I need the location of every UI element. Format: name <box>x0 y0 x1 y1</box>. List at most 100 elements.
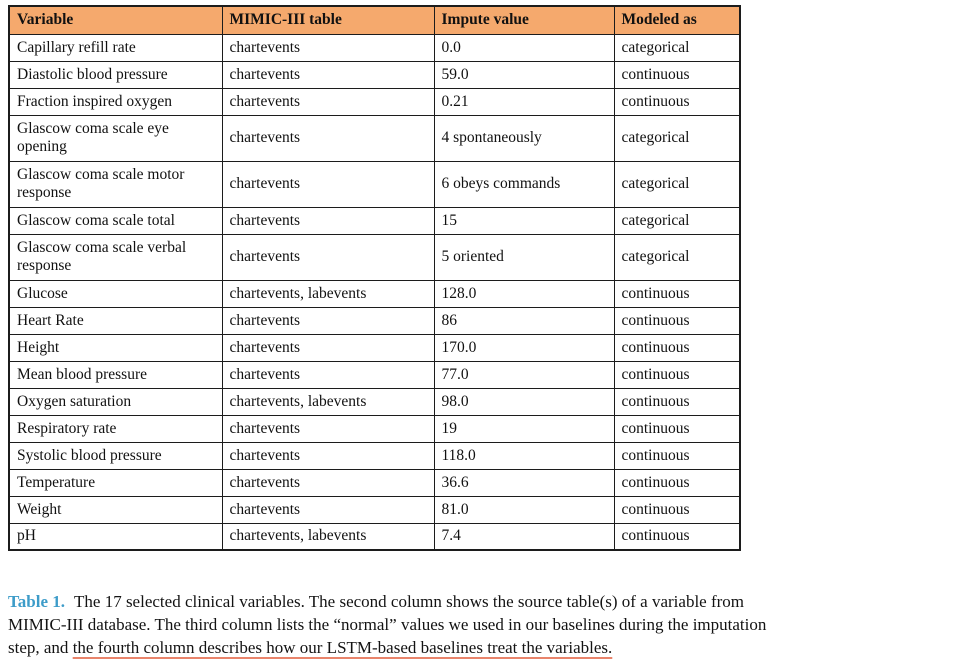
cell-source: chartevents <box>221 333 435 362</box>
caption-line-1: Table 1. The 17 selected clinical variabl… <box>8 590 970 613</box>
cell-modeled: continuous <box>613 522 741 551</box>
table-row: Glascow coma scale verbal response chart… <box>8 233 741 281</box>
cell-modeled: categorical <box>613 233 741 281</box>
table-row: Glascow coma scale eye opening charteven… <box>8 114 741 162</box>
table-row: Glucose chartevents, labevents 128.0 con… <box>8 279 741 308</box>
cell-modeled: continuous <box>613 387 741 416</box>
cell-variable: Weight <box>8 495 223 524</box>
cell-impute: 4 spontaneously <box>433 114 615 162</box>
table-row: Heart Rate chartevents 86 continuous <box>8 306 741 335</box>
cell-impute: 36.6 <box>433 468 615 497</box>
cell-variable: Glascow coma scale motor response <box>8 160 223 208</box>
cell-source: chartevents <box>221 441 435 470</box>
cell-variable: Capillary refill rate <box>8 33 223 62</box>
caption-text-line3-prefix: step, and <box>8 638 73 657</box>
cell-source: chartevents <box>221 495 435 524</box>
cell-impute: 0.0 <box>433 33 615 62</box>
cell-variable: Heart Rate <box>8 306 223 335</box>
table-row: Diastolic blood pressure chartevents 59.… <box>8 60 741 89</box>
cell-source: chartevents, labevents <box>221 387 435 416</box>
cell-modeled: categorical <box>613 160 741 208</box>
table-row: Systolic blood pressure chartevents 118.… <box>8 441 741 470</box>
table-header-row: Variable MIMIC-III table Impute value Mo… <box>8 5 741 35</box>
caption-label: Table 1. <box>8 592 66 611</box>
cell-source: chartevents <box>221 306 435 335</box>
cell-variable: Glascow coma scale total <box>8 206 223 235</box>
cell-modeled: continuous <box>613 333 741 362</box>
table-row: Oxygen saturation chartevents, labevents… <box>8 387 741 416</box>
table-row: Glascow coma scale motor response charte… <box>8 160 741 208</box>
cell-impute: 5 oriented <box>433 233 615 281</box>
cell-modeled: categorical <box>613 33 741 62</box>
cell-impute: 6 obeys commands <box>433 160 615 208</box>
cell-modeled: continuous <box>613 87 741 116</box>
cell-modeled: categorical <box>613 114 741 162</box>
table-row: Fraction inspired oxygen chartevents 0.2… <box>8 87 741 116</box>
cell-modeled: continuous <box>613 279 741 308</box>
cell-modeled: continuous <box>613 495 741 524</box>
cell-source: chartevents <box>221 87 435 116</box>
cell-variable: Glucose <box>8 279 223 308</box>
cell-source: chartevents, labevents <box>221 522 435 551</box>
table-row: Mean blood pressure chartevents 77.0 con… <box>8 360 741 389</box>
cell-variable: Temperature <box>8 468 223 497</box>
cell-source: chartevents, labevents <box>221 279 435 308</box>
cell-variable: Respiratory rate <box>8 414 223 443</box>
table-caption: Table 1. The 17 selected clinical variabl… <box>8 590 970 659</box>
cell-source: chartevents <box>221 360 435 389</box>
caption-line-3: step, and the fourth column describes ho… <box>8 636 970 659</box>
cell-impute: 19 <box>433 414 615 443</box>
cell-variable: Systolic blood pressure <box>8 441 223 470</box>
cell-impute: 0.21 <box>433 87 615 116</box>
caption-text-line1: The 17 selected clinical variables. The … <box>74 592 745 611</box>
cell-source: chartevents <box>221 33 435 62</box>
cell-impute: 59.0 <box>433 60 615 89</box>
column-header-modeled-as: Modeled as <box>613 5 741 35</box>
cell-impute: 86 <box>433 306 615 335</box>
cell-source: chartevents <box>221 233 435 281</box>
table-row: pH chartevents, labevents 7.4 continuous <box>8 522 741 551</box>
column-header-mimic-table: MIMIC-III table <box>221 5 435 35</box>
cell-impute: 7.4 <box>433 522 615 551</box>
column-header-impute-value: Impute value <box>433 5 615 35</box>
cell-variable: Diastolic blood pressure <box>8 60 223 89</box>
cell-impute: 118.0 <box>433 441 615 470</box>
clinical-variables-table: Variable MIMIC-III table Impute value Mo… <box>8 5 741 551</box>
cell-modeled: continuous <box>613 306 741 335</box>
cell-impute: 15 <box>433 206 615 235</box>
cell-modeled: categorical <box>613 206 741 235</box>
table-row: Capillary refill rate chartevents 0.0 ca… <box>8 33 741 62</box>
cell-variable: Height <box>8 333 223 362</box>
cell-impute: 128.0 <box>433 279 615 308</box>
cell-variable: Glascow coma scale verbal response <box>8 233 223 281</box>
cell-modeled: continuous <box>613 414 741 443</box>
cell-variable: Fraction inspired oxygen <box>8 87 223 116</box>
cell-variable: Oxygen saturation <box>8 387 223 416</box>
table-row: Temperature chartevents 36.6 continuous <box>8 468 741 497</box>
column-header-variable: Variable <box>8 5 223 35</box>
cell-modeled: continuous <box>613 468 741 497</box>
cell-source: chartevents <box>221 160 435 208</box>
cell-impute: 170.0 <box>433 333 615 362</box>
table-row: Glascow coma scale total chartevents 15 … <box>8 206 741 235</box>
cell-modeled: continuous <box>613 60 741 89</box>
cell-variable: Glascow coma scale eye opening <box>8 114 223 162</box>
table-row: Weight chartevents 81.0 continuous <box>8 495 741 524</box>
cell-modeled: continuous <box>613 360 741 389</box>
caption-line-2: MIMIC-III database. The third column lis… <box>8 615 767 634</box>
cell-source: chartevents <box>221 468 435 497</box>
cell-source: chartevents <box>221 114 435 162</box>
table-row: Height chartevents 170.0 continuous <box>8 333 741 362</box>
cell-source: chartevents <box>221 60 435 89</box>
cell-impute: 81.0 <box>433 495 615 524</box>
cell-variable: Mean blood pressure <box>8 360 223 389</box>
cell-impute: 98.0 <box>433 387 615 416</box>
cell-impute: 77.0 <box>433 360 615 389</box>
cell-variable: pH <box>8 522 223 551</box>
cell-source: chartevents <box>221 414 435 443</box>
table-row: Respiratory rate chartevents 19 continuo… <box>8 414 741 443</box>
cell-modeled: continuous <box>613 441 741 470</box>
caption-underlined-text: the fourth column describes how our LSTM… <box>72 638 613 657</box>
cell-source: chartevents <box>221 206 435 235</box>
